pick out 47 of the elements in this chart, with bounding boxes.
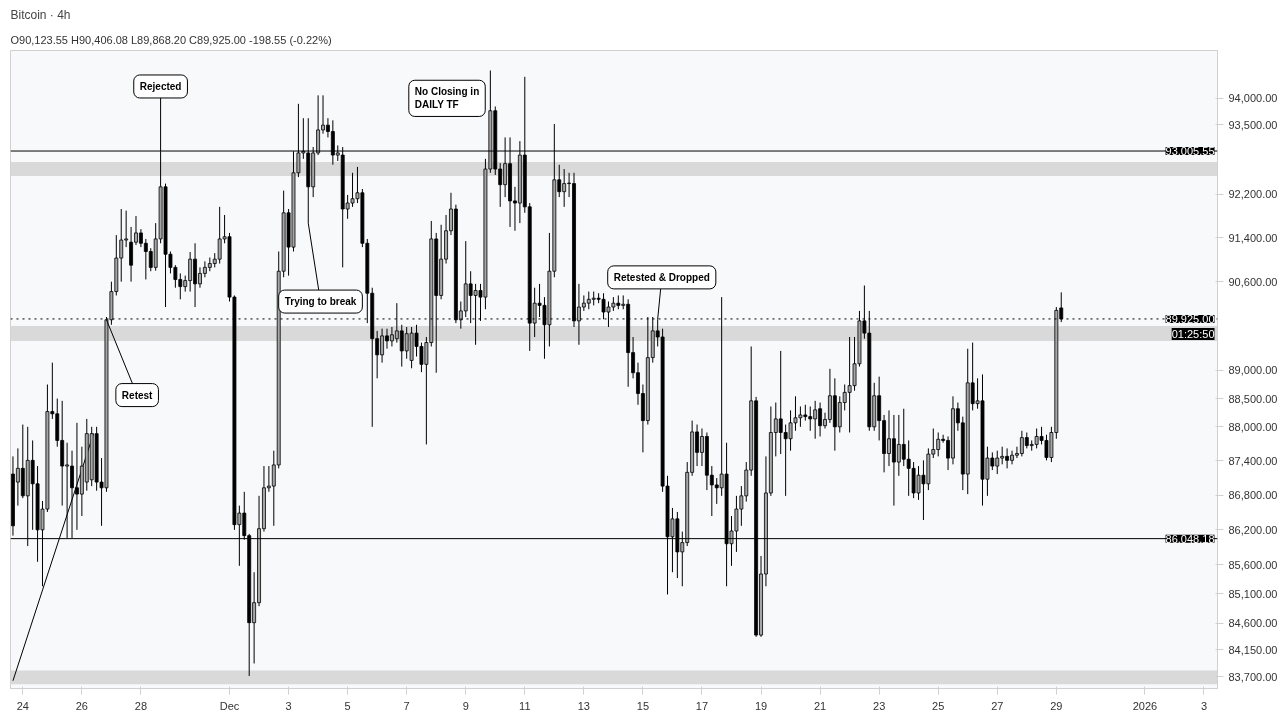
x-tick-label: 28 — [134, 699, 148, 712]
y-tick-label: 85,100.00 — [1228, 587, 1278, 600]
x-tick-label: 5 — [344, 699, 351, 712]
y-tick-label: 86,800.00 — [1228, 489, 1278, 502]
x-tick-label: 15 — [636, 699, 650, 712]
y-tick-label: 84,600.00 — [1228, 617, 1278, 630]
annotation: Retest — [121, 389, 154, 401]
x-tick-label: 3 — [285, 699, 292, 712]
y-tick-label: 94,000.00 — [1228, 92, 1278, 104]
y-tick-label: 83,700.00 — [1228, 670, 1278, 683]
y-tick-label: 90,600.00 — [1228, 275, 1278, 288]
x-tick-label: 23 — [873, 699, 886, 712]
x-tick-label: 17 — [695, 699, 709, 712]
annotation: 01:25:50 — [1171, 327, 1215, 340]
x-tick-label: 21 — [813, 699, 827, 712]
ref-line-label: 86,048.18 — [1165, 532, 1215, 545]
y-tick-label: 91,400.00 — [1228, 231, 1278, 244]
x-tick-label: 2026 — [1132, 699, 1158, 712]
x-tick-label: 19 — [754, 699, 768, 712]
x-tick-label: 11 — [519, 699, 531, 712]
y-tick-label: 86,200.00 — [1228, 523, 1278, 536]
x-tick-label: 24 — [16, 699, 29, 712]
annotation: Retested & Dropped — [613, 271, 710, 283]
ref-line-label: 89,925.00 — [1165, 312, 1215, 325]
x-tick-label: 7 — [403, 699, 410, 712]
chart-title: Bitcoin · 4h — [10, 7, 71, 22]
y-tick-label: 92,200.00 — [1228, 188, 1278, 201]
annotation: Trying to break — [284, 296, 357, 308]
x-tick-label: 9 — [462, 699, 469, 712]
y-tick-label: 85,600.00 — [1228, 558, 1278, 571]
y-tick-label: 88,500.00 — [1228, 392, 1278, 405]
x-tick-label: 13 — [577, 699, 590, 712]
x-tick-label: 3 — [1200, 699, 1208, 712]
x-tick-label: Dec — [219, 699, 240, 712]
annotation: Rejected — [139, 80, 182, 92]
x-tick-label: 29 — [1050, 699, 1063, 712]
y-tick-label: 84,150.00 — [1228, 643, 1278, 656]
y-tick-label: 89,000.00 — [1228, 364, 1278, 377]
x-tick-label: 27 — [991, 699, 1004, 712]
annotation: No Closing in DAILY TF — [414, 86, 480, 111]
x-tick-label: 26 — [75, 699, 88, 712]
y-tick-label: 87,400.00 — [1228, 454, 1278, 467]
y-tick-label: 93,500.00 — [1228, 118, 1278, 131]
chart-subtitle: O90,123.55 H90,406.08 L89,868.20 C89,925.00 -198.55 (-0.22%) — [10, 33, 332, 46]
ref-line-label: 93,005.55 — [1165, 145, 1215, 158]
x-tick-label: 25 — [932, 699, 945, 712]
y-tick-label: 88,000.00 — [1228, 420, 1278, 433]
